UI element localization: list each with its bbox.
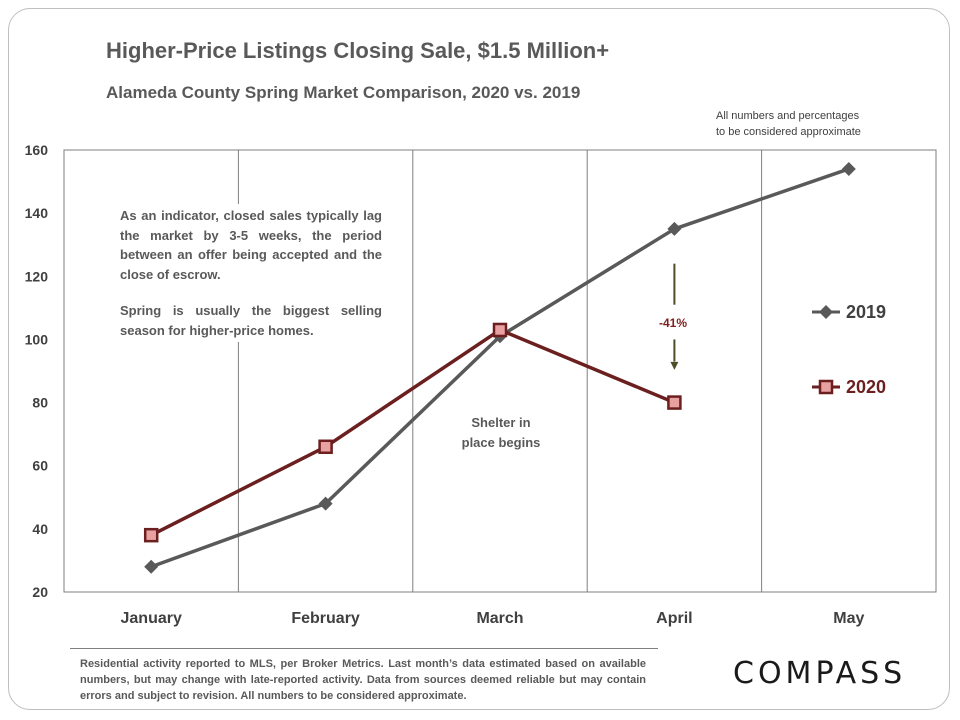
data-point-2019 — [667, 221, 682, 236]
shelter-in-place-annotation: Shelter in place begins — [450, 413, 552, 453]
chart-title: Higher-Price Listings Closing Sale, $1.5… — [106, 38, 610, 63]
data-point-2019 — [318, 496, 333, 511]
shelter-line-1: Shelter in — [471, 415, 531, 430]
slide-frame — [8, 8, 950, 710]
x-tick-label: April — [656, 610, 692, 627]
x-tick-label: March — [476, 610, 523, 627]
y-tick-label: 120 — [25, 268, 49, 284]
data-point-2019 — [144, 559, 159, 574]
y-tick-label: 100 — [25, 331, 49, 347]
shelter-line-2: place begins — [461, 435, 541, 450]
approximate-note: All numbers and percentages to be consid… — [716, 108, 926, 140]
y-tick-label: 40 — [32, 521, 48, 537]
data-point-2020 — [667, 395, 682, 410]
legend-marker-2019 — [812, 305, 840, 319]
x-tick-label: May — [833, 610, 864, 627]
data-point-2020 — [143, 527, 159, 543]
compass-logo: COMPASS — [733, 656, 907, 691]
data-point-2020 — [492, 322, 508, 338]
y-tick-label: 20 — [32, 584, 48, 600]
indicator-paragraph-1: As an indicator, closed sales typically … — [120, 208, 382, 282]
approximate-note-line1: All numbers and percentages — [716, 110, 860, 122]
y-tick-label: 160 — [25, 142, 49, 158]
indicator-paragraph-2: Spring is usually the biggest selling se… — [120, 303, 382, 338]
chart-subtitle: Alameda County Spring Market Comparison,… — [106, 83, 581, 102]
data-point-2020 — [318, 439, 333, 455]
plot-area-border — [63, 149, 937, 593]
y-tick-label: 80 — [32, 395, 48, 411]
change-percent-label: -41% — [658, 316, 687, 330]
legend-marker-2020 — [812, 379, 840, 395]
data-point-2019 — [841, 161, 856, 176]
y-tick-label: 60 — [32, 458, 48, 474]
legend-label-2019: 2019 — [846, 301, 887, 322]
change-arrowhead — [670, 361, 679, 370]
series-line-2020 — [150, 328, 676, 537]
footer-note: Residential activity reported to MLS, pe… — [80, 658, 646, 702]
legend-label-2020: 2020 — [846, 376, 887, 397]
legend-item-2019: 2019 — [808, 297, 887, 327]
x-tick-label: January — [121, 610, 182, 627]
footer-divider — [70, 648, 658, 649]
indicator-annotation: As an indicator, closed sales typically … — [114, 204, 388, 342]
x-tick-label: February — [291, 610, 360, 627]
legend-item-2020: 2020 — [808, 372, 887, 402]
approximate-note-line2: to be considered approximate — [716, 126, 861, 138]
y-tick-label: 140 — [25, 205, 49, 221]
